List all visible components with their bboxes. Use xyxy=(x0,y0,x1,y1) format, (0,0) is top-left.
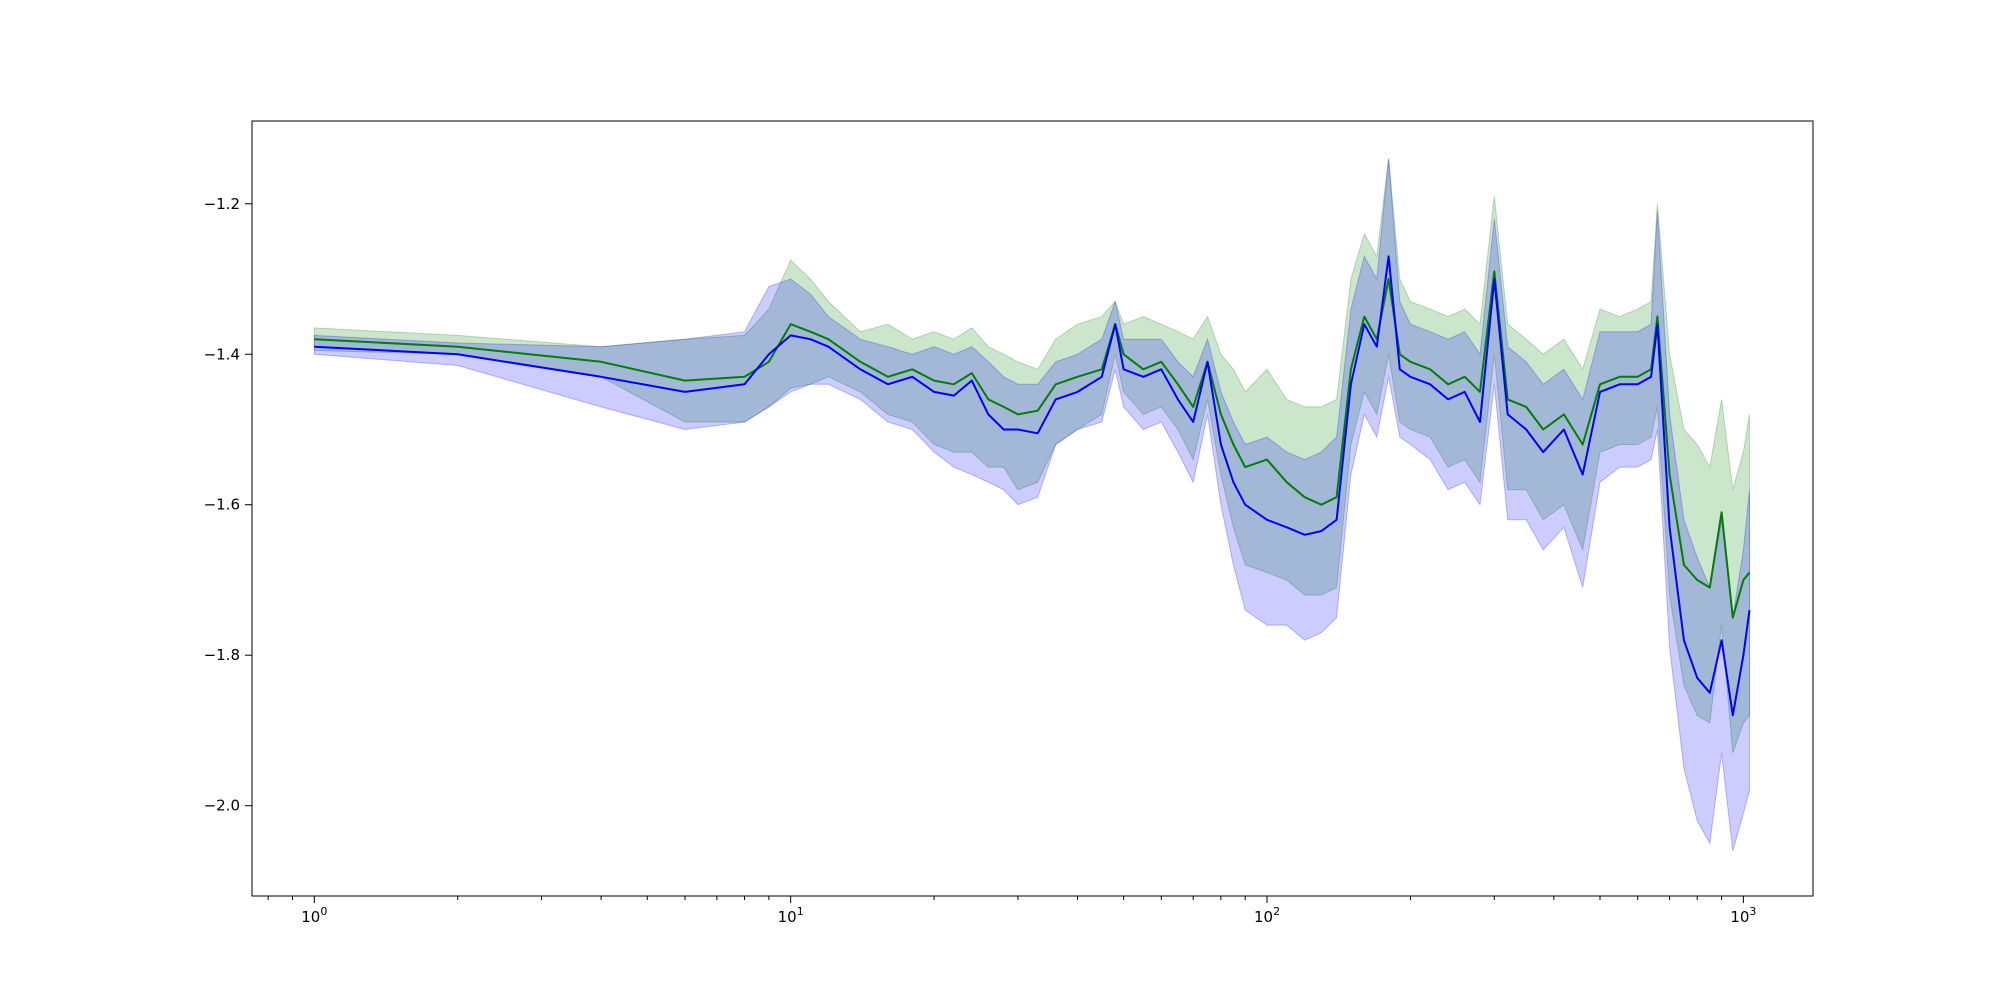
confidence-bands xyxy=(313,158,1750,852)
y-tick-label: −1.2 xyxy=(204,195,240,213)
x-tick-label: 100 xyxy=(301,905,327,926)
series-2-line xyxy=(314,255,1751,717)
y-tick-label: −1.6 xyxy=(204,496,240,514)
series-1-band xyxy=(313,158,1750,754)
x-tick-label: 103 xyxy=(1730,905,1756,926)
x-axis: 100 101 102 103 xyxy=(267,896,1756,926)
plot-frame xyxy=(251,120,1814,897)
x-tick-label: 101 xyxy=(778,905,804,926)
series-lines xyxy=(314,255,1751,717)
x-tick-label: 102 xyxy=(1254,905,1280,926)
series-2-band xyxy=(313,158,1750,852)
y-axis: −1.2 −1.4 −1.6 −1.8 −2.0 xyxy=(204,195,252,815)
series-1-line xyxy=(314,270,1751,619)
y-tick-label: −1.4 xyxy=(204,345,240,363)
y-tick-label: −2.0 xyxy=(204,797,240,815)
y-tick-label: −1.8 xyxy=(204,646,240,664)
